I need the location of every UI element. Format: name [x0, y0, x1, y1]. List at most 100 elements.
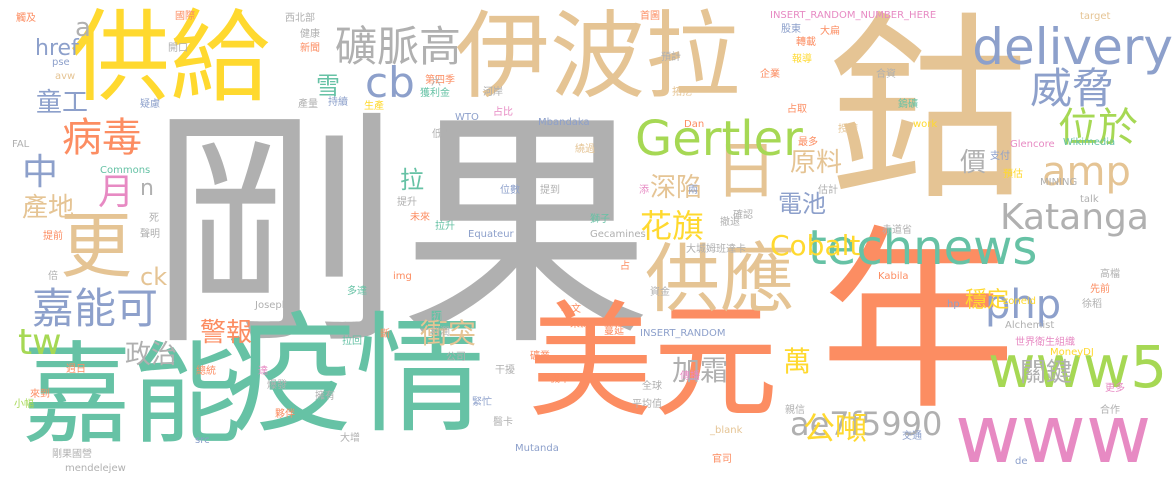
- word-cloud-word: 先前: [1090, 284, 1110, 295]
- word-cloud-word: 健康: [300, 29, 320, 40]
- word-cloud-word: 電池: [778, 190, 826, 218]
- word-cloud-word: 警報: [200, 318, 253, 348]
- word-cloud-word: 添: [639, 185, 649, 196]
- word-cloud-word: 關鍵: [1020, 358, 1073, 388]
- word-cloud-word: 西北部: [285, 13, 315, 24]
- word-cloud-word: 獲利金: [420, 88, 450, 99]
- word-cloud-word: 夥伴: [275, 409, 295, 420]
- word-cloud-word: 供給: [70, 0, 270, 116]
- word-cloud-word: 本文: [561, 304, 581, 315]
- word-cloud-word: 企業: [760, 69, 780, 80]
- word-cloud-word: 干擾: [495, 365, 515, 376]
- word-cloud-word: 世界衛生組織: [1015, 337, 1075, 348]
- word-cloud-word: 拓挖: [672, 87, 692, 98]
- word-cloud-word: Wikimedia: [1063, 137, 1116, 148]
- word-cloud-word: 官司: [712, 454, 732, 465]
- word-cloud-word: work: [913, 119, 938, 130]
- word-cloud-word: 占: [620, 261, 630, 272]
- word-cloud-word: 來源: [570, 319, 590, 330]
- word-cloud-word: hp: [947, 299, 960, 310]
- word-cloud-word: 緊忙: [472, 397, 492, 408]
- word-cloud-word: 衝突: [420, 317, 477, 350]
- word-cloud-word: 位數: [500, 185, 520, 196]
- word-cloud-word: 資金: [650, 287, 670, 298]
- word-cloud-word: 大扁: [820, 26, 840, 37]
- word-cloud-word: 位於: [1058, 105, 1138, 151]
- word-cloud-word: Mutanda: [515, 443, 559, 454]
- word-cloud-word: 親信: [785, 405, 805, 416]
- word-cloud-word: 六: [431, 77, 441, 88]
- word-cloud-word: 初: [432, 312, 442, 323]
- word-cloud-word: Gecamines: [590, 229, 646, 240]
- word-cloud-word: 疑慮: [140, 99, 160, 110]
- word-cloud-word: 持續: [328, 97, 348, 108]
- word-cloud-word: 生產: [364, 101, 384, 112]
- word-cloud-word: 斷: [380, 329, 390, 340]
- word-cloud-word: 萬: [783, 345, 812, 378]
- word-cloud-word: 全球: [642, 381, 662, 392]
- word-cloud-word: 低點: [432, 129, 452, 140]
- word-cloud-word: 授權: [838, 124, 858, 135]
- word-cloud-word: tw: [18, 322, 62, 363]
- word-cloud-word: 提前: [43, 231, 63, 242]
- word-cloud-word: 總統: [196, 366, 216, 377]
- word-cloud-word: mendelejew: [65, 463, 126, 474]
- word-cloud-word: src: [195, 435, 210, 446]
- word-cloud-word: 小幅: [14, 399, 34, 410]
- word-cloud-word: www: [955, 388, 1152, 481]
- word-cloud-word: 花旗: [640, 207, 705, 245]
- word-cloud-word: Equateur: [468, 229, 514, 240]
- word-cloud-word: 大城姆班達卡: [686, 244, 746, 255]
- word-cloud-word: 礦脈高: [335, 22, 462, 71]
- word-cloud-word: 估計: [818, 185, 838, 196]
- word-cloud-word: FAL: [12, 139, 30, 150]
- word-cloud-word: 醫卡: [493, 417, 513, 428]
- word-cloud-word: 合資: [876, 69, 896, 80]
- word-cloud-word: img: [393, 271, 412, 282]
- word-cloud-word: 河岸: [483, 87, 503, 98]
- word-cloud-word: 雪: [316, 72, 340, 100]
- word-cloud-word: 嘉能可: [32, 284, 159, 333]
- word-cloud-word: Commons: [100, 165, 151, 176]
- word-cloud-word: 國際: [175, 11, 195, 22]
- word-cloud-word: 撤退: [720, 217, 740, 228]
- word-cloud-word: technews: [808, 220, 1038, 276]
- word-cloud-word: 來到: [30, 389, 50, 400]
- word-cloud-word: Dan: [684, 119, 705, 130]
- word-cloud-word: 中: [22, 152, 59, 193]
- word-cloud-word: MINING: [1040, 177, 1078, 188]
- word-cloud-word: 拉升: [435, 221, 455, 232]
- word-cloud-word: 提升: [397, 197, 417, 208]
- word-cloud-word: 伊波拉: [455, 2, 741, 112]
- word-cloud-word: 拉回: [342, 336, 362, 347]
- word-cloud-word: 機率: [550, 374, 570, 385]
- word-cloud-word: cb: [365, 58, 415, 107]
- word-cloud-word: Gertler: [635, 111, 803, 167]
- word-cloud-word: de: [1015, 456, 1028, 467]
- word-cloud-word: 爆發: [267, 380, 287, 391]
- word-cloud-word: 新聞: [300, 43, 320, 54]
- word-cloud-word: 倍: [48, 271, 58, 282]
- word-cloud-word: Cobalt: [770, 229, 861, 262]
- word-cloud-word: 更多: [1105, 383, 1125, 394]
- word-cloud-word: 開口: [168, 43, 188, 54]
- word-cloud-word: INSERT_RANDOM_NUMBER_HERE: [770, 10, 937, 21]
- word-cloud-word: Joseph: [255, 300, 289, 311]
- word-cloud-word: 占比: [493, 107, 513, 118]
- word-cloud-word: 公噸: [803, 409, 868, 447]
- word-cloud-word: 嘉能: [22, 331, 242, 459]
- word-cloud-word: WTO: [455, 112, 479, 123]
- word-cloud-word: Katanga: [1000, 197, 1149, 238]
- word-cloud-word: 礦業: [530, 351, 550, 362]
- word-cloud-word: 價: [960, 148, 987, 178]
- word-cloud-word: 童工: [36, 88, 89, 118]
- word-cloud-word: 拉: [400, 166, 424, 194]
- word-cloud-word: 利潤: [430, 327, 450, 338]
- word-cloud-word: Mbandaka: [538, 117, 590, 128]
- word-cloud-word: 擁有: [315, 391, 335, 402]
- word-cloud-word: 月: [98, 172, 135, 213]
- word-cloud-word: 產量: [298, 99, 318, 110]
- word-cloud-word: MoneyDJ: [1050, 347, 1094, 358]
- word-cloud-word: 原料: [790, 148, 843, 178]
